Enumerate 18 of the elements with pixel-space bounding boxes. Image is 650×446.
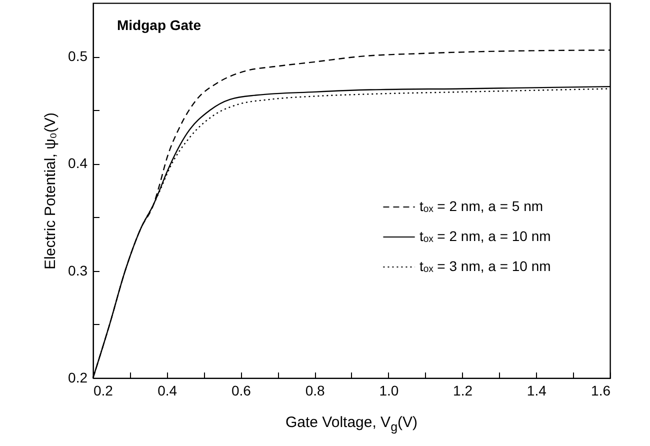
x-axis-title: Gate Voltage, V$_{g}$(V) [284, 414, 419, 434]
x-tick-label: 0.4 [158, 382, 178, 398]
legend-label: tₒₓ = 3 nm, a = 10 nm [420, 258, 551, 274]
y-axis-title: Electric Potential, ψ₀(V) [42, 112, 60, 270]
legend-label: tₒₓ = 2 nm, a = 10 nm [420, 228, 551, 244]
x-tick-label: 0.8 [305, 382, 326, 398]
x-tick-label: 0.6 [231, 382, 252, 398]
y-tick-label: 0.2 [68, 370, 88, 386]
x-tick-label: 1.0 [379, 382, 399, 398]
annotation: Midgap Gate [117, 17, 202, 33]
legend-label: tₒₓ = 2 nm, a = 5 nm [420, 198, 544, 214]
y-tick-label: 0.5 [68, 48, 88, 64]
x-tick-label: 1.2 [453, 382, 473, 398]
x-tick-label: 1.4 [526, 382, 547, 398]
x-tick-label: 1.6 [591, 382, 611, 398]
y-tick-label: 0.4 [68, 155, 88, 172]
x-tick-label: 0.2 [94, 382, 114, 398]
y-tick-label: 0.3 [68, 262, 88, 278]
